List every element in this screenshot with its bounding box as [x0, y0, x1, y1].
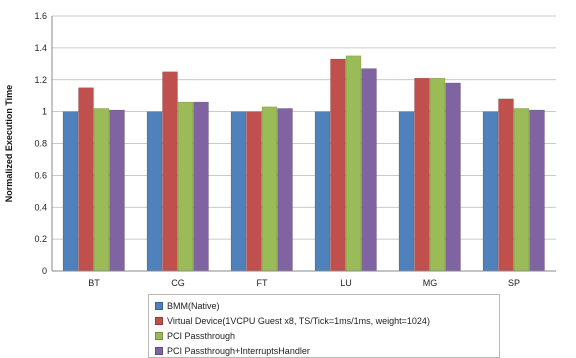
legend-swatch: [155, 331, 163, 340]
bar: [146, 111, 163, 272]
legend-item: BMM(Native): [155, 298, 493, 313]
bar: [345, 55, 362, 272]
bar: [498, 98, 514, 272]
bar: [93, 108, 110, 272]
x-tick-label: SP: [508, 278, 520, 288]
y-tick-label: 0.2: [34, 234, 47, 244]
bar: [230, 111, 247, 272]
legend-item: Virtual Device(1VCPU Guest x8, TS/Tick=1…: [155, 313, 493, 328]
y-tick-label: 1.6: [34, 11, 47, 21]
legend-label: Virtual Device(1VCPU Guest x8, TS/Tick=1…: [167, 315, 430, 326]
bar: [261, 106, 278, 272]
bar: [445, 82, 461, 272]
legend-swatch: [155, 346, 163, 355]
y-tick-label: 0.4: [34, 202, 47, 212]
x-tick-label: MG: [423, 278, 438, 288]
bar: [482, 111, 499, 272]
bar: [78, 87, 94, 272]
y-tick-labels: 0 0.2 0.4 0.6 0.8 1 1.2 1.4 1.6: [34, 11, 47, 276]
bar: [398, 111, 415, 272]
bar: [109, 109, 125, 272]
bar: [414, 77, 430, 272]
bar: [177, 101, 194, 272]
gridlines: [52, 15, 556, 272]
bar: [62, 111, 79, 272]
bars: [62, 55, 545, 272]
legend-label: PCI Passthrough: [167, 330, 236, 341]
bar: [330, 58, 346, 272]
legend-label: PCI Passthrough+InterruptsHandler: [167, 345, 310, 356]
y-tick-label: 1.2: [34, 75, 47, 85]
bar-chart: 0 0.2 0.4 0.6 0.8 1 1.2 1.4 1.6 BT CG FT LU MG SP Nor…: [4, 11, 556, 288]
legend-swatch: [155, 316, 163, 325]
y-tick-label: 0: [42, 266, 47, 276]
y-tick-label: 0.6: [34, 170, 47, 180]
x-tick-labels: BT CG FT LU MG SP: [88, 278, 520, 288]
y-tick-label: 0.8: [34, 139, 47, 149]
x-tick-label: LU: [340, 278, 352, 288]
bar: [529, 109, 545, 272]
legend: BMM(Native) Virtual Device(1VCPU Guest x8…: [148, 294, 500, 358]
legend-item: PCI Passthrough+InterruptsHandler: [155, 343, 493, 358]
legend-swatch: [155, 301, 163, 310]
bar: [162, 71, 178, 272]
bar: [314, 111, 331, 272]
bar: [513, 108, 530, 272]
legend-item: PCI Passthrough: [155, 328, 493, 343]
y-tick-label: 1.4: [34, 43, 47, 53]
legend-label: BMM(Native): [167, 300, 220, 311]
bar: [246, 111, 262, 272]
bar: [429, 77, 446, 272]
bar: [277, 108, 293, 272]
bar: [193, 101, 209, 272]
x-tick-label: BT: [88, 278, 100, 288]
y-tick-label: 1: [42, 107, 47, 117]
x-tick-label: FT: [257, 278, 268, 288]
y-axis-label: Normalized Execution Time: [4, 85, 14, 202]
bar: [361, 68, 377, 272]
x-tick-label: CG: [171, 278, 185, 288]
